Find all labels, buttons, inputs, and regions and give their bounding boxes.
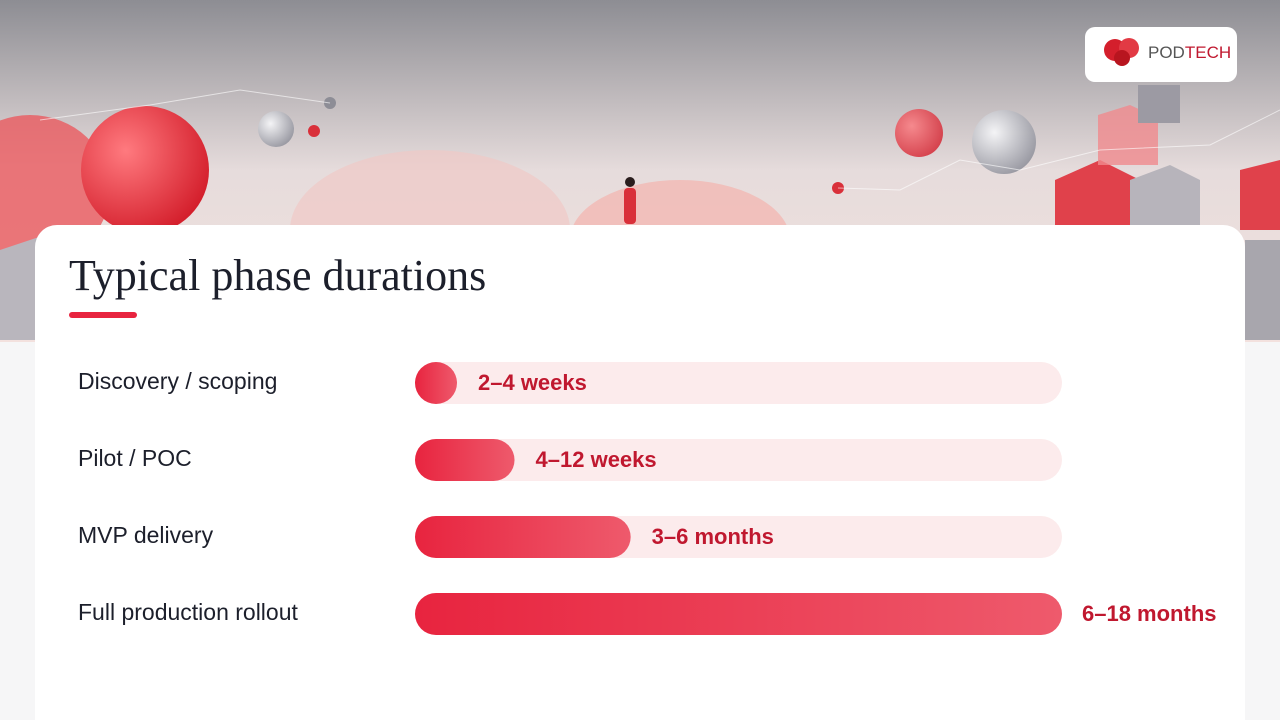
category-label: Pilot / POC	[78, 445, 192, 471]
bar-track	[415, 362, 1062, 404]
value-label: 6–18 months	[1082, 601, 1217, 626]
category-label: MVP delivery	[78, 522, 214, 548]
brand-name: PODTECH	[1148, 43, 1231, 62]
value-label: 2–4 weeks	[478, 370, 587, 395]
brand-part: TECH	[1185, 43, 1231, 62]
logo: PODTECH	[1085, 27, 1237, 82]
bar	[415, 439, 515, 481]
category-label: Discovery / scoping	[78, 368, 277, 394]
value-label: 3–6 months	[652, 524, 774, 549]
value-label: 4–12 weeks	[536, 447, 657, 472]
brand-part: POD	[1148, 43, 1185, 62]
category-label: Full production rollout	[78, 599, 299, 625]
title-underline	[69, 312, 137, 318]
chart-title: Typical phase durations	[69, 251, 486, 300]
plot: Discovery / scoping 2–4 weeks Pilot / POC 4…	[78, 362, 1217, 635]
bar	[415, 593, 1062, 635]
bar	[415, 516, 631, 558]
bar	[415, 362, 457, 404]
bar-track	[415, 439, 1062, 481]
